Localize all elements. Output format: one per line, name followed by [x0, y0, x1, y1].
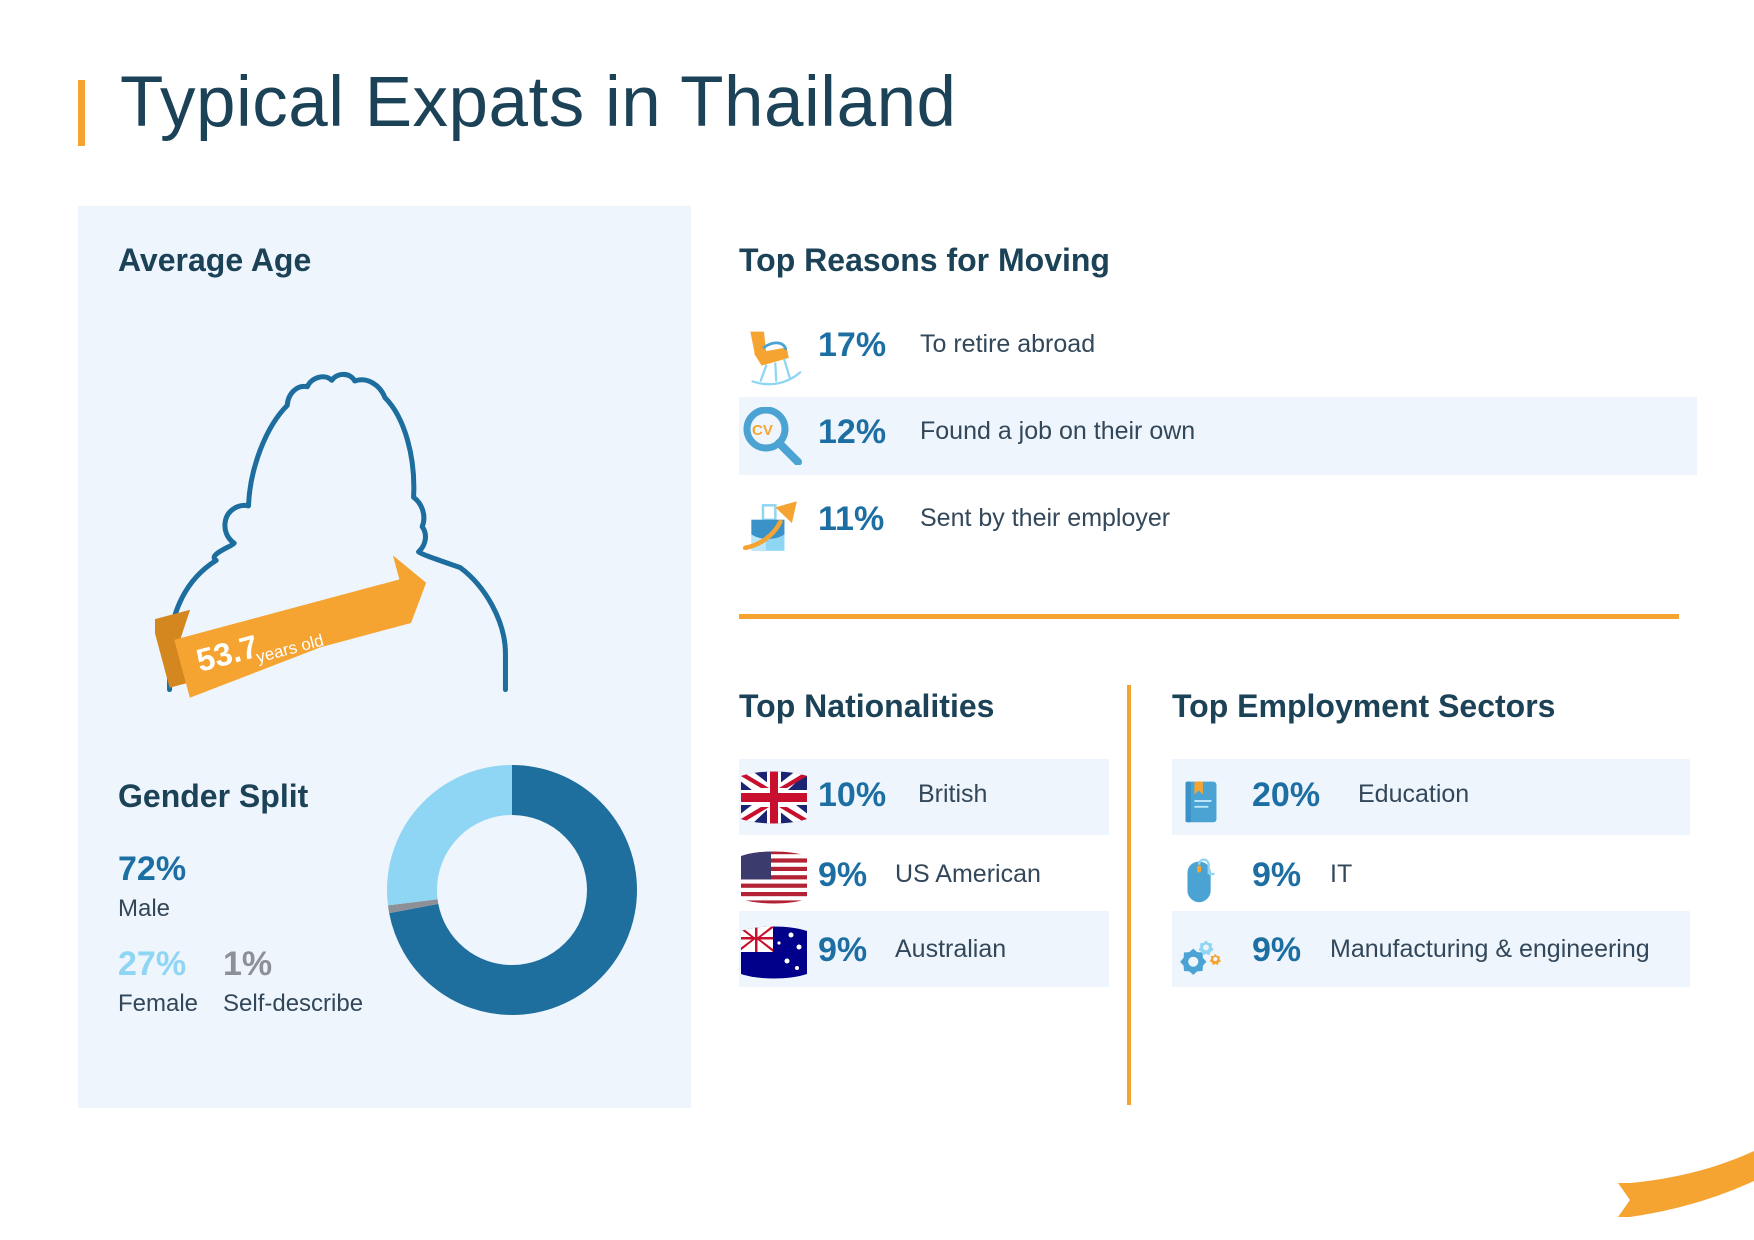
svg-text:CV: CV [752, 422, 773, 439]
